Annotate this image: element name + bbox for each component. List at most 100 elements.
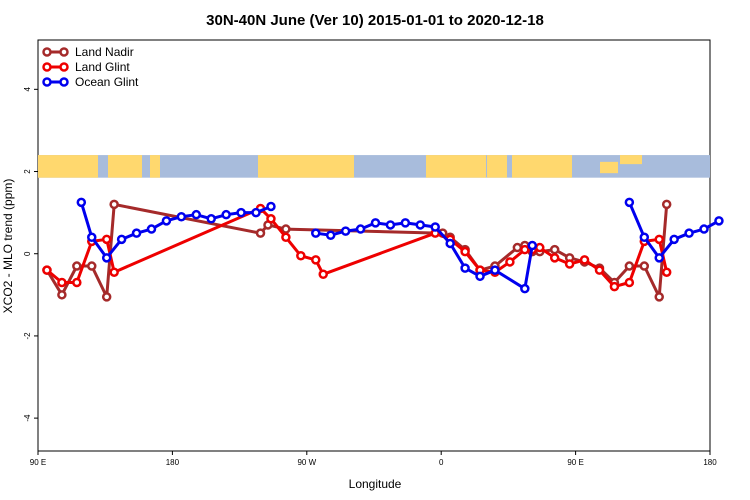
data-point: [654, 292, 664, 302]
x-axis-label: Longitude: [349, 477, 402, 491]
x-tick-label: 90 E: [30, 458, 46, 467]
data-point: [101, 253, 112, 263]
data-point: [609, 281, 620, 292]
data-point: [57, 277, 67, 288]
legend-marker: [42, 77, 52, 87]
legend-marker: [59, 62, 69, 72]
data-point: [42, 265, 52, 275]
map-band-land: [38, 155, 98, 178]
data-point: [624, 261, 635, 271]
data-point: [385, 220, 396, 230]
data-point: [87, 261, 97, 271]
data-point: [296, 251, 306, 261]
map-band-land: [487, 155, 507, 178]
legend-marker: [59, 47, 69, 57]
data-point: [318, 269, 328, 280]
series-line: [46, 207, 669, 289]
data-point: [87, 232, 97, 243]
data-point: [76, 197, 87, 208]
map-band-land: [426, 155, 486, 178]
data-point: [101, 292, 112, 302]
data-point: [400, 218, 411, 228]
map-band-land: [150, 155, 160, 178]
x-tick-label: 90 E: [567, 458, 583, 467]
data-point: [311, 255, 321, 265]
x-tick-label: 180: [166, 458, 180, 467]
chart-title: 30N-40N June (Ver 10) 2015-01-01 to 2020…: [206, 12, 544, 29]
y-tick-label: -4: [23, 414, 32, 422]
data-point: [564, 259, 575, 269]
data-point: [101, 234, 112, 245]
data-point: [311, 228, 321, 238]
legend-marker: [42, 47, 52, 57]
data-point: [109, 267, 119, 277]
data-point: [520, 283, 530, 294]
legend-marker: [59, 77, 69, 87]
map-band-land: [512, 155, 572, 178]
y-tick-label: 4: [23, 87, 32, 92]
data-point: [109, 199, 119, 210]
data-point: [661, 199, 672, 210]
legend-entry: Ocean Glint: [42, 75, 139, 89]
data-point: [191, 209, 202, 220]
data-point: [654, 253, 664, 263]
y-tick-label: -2: [23, 332, 32, 340]
data-point: [594, 265, 605, 275]
data-point: [221, 209, 231, 220]
map-band-land: [108, 155, 132, 167]
data-point: [714, 216, 724, 226]
series-land-glint: [42, 203, 672, 292]
data-point: [266, 201, 276, 212]
data-point: [699, 224, 709, 234]
data-point: [281, 232, 291, 243]
x-axis: 90 E 180 90 W 0 90 E 180: [30, 451, 717, 467]
data-point: [176, 211, 187, 222]
data-point: [430, 222, 440, 232]
map-band-land: [258, 155, 340, 178]
data-point: [549, 244, 560, 255]
x-tick-label: 0: [439, 458, 444, 467]
legend-label: Land Glint: [75, 60, 130, 74]
data-point: [57, 290, 67, 300]
legend-label: Land Nadir: [75, 45, 134, 59]
data-point: [512, 242, 523, 253]
series-line: [45, 202, 669, 299]
legend-entry: Land Nadir: [42, 45, 134, 59]
map-band: [38, 155, 710, 178]
data-point: [505, 257, 515, 267]
data-point: [445, 238, 455, 249]
y-tick-label: 0: [23, 251, 32, 256]
data-point: [475, 271, 485, 282]
data-point: [460, 246, 470, 257]
data-point: [549, 253, 560, 263]
data-point: [236, 207, 246, 218]
data-point: [535, 242, 545, 253]
plot-frame: [37, 39, 711, 452]
map-band-land: [600, 161, 618, 174]
data-point: [72, 277, 82, 288]
legend-label: Ocean Glint: [75, 75, 139, 89]
data-point: [116, 234, 127, 245]
data-point: [255, 228, 266, 238]
y-axis: -4 -2 0 2 4: [23, 87, 38, 422]
data-point: [266, 214, 276, 224]
data-point: [520, 244, 530, 255]
legend-marker: [42, 62, 52, 72]
data-point: [206, 214, 216, 224]
data-point: [684, 228, 694, 238]
data-point: [340, 226, 351, 236]
data-point: [72, 261, 82, 271]
data-point: [161, 216, 172, 226]
data-point: [251, 207, 261, 218]
data-point: [661, 267, 672, 277]
x-tick-label: 90 W: [297, 458, 316, 467]
y-tick-label: 2: [23, 169, 32, 174]
data-point: [146, 224, 157, 234]
data-point: [639, 261, 650, 271]
series-ocean-glint: [76, 197, 724, 294]
data-point: [415, 220, 426, 230]
map-band-land: [620, 155, 642, 165]
data-point: [624, 277, 635, 288]
